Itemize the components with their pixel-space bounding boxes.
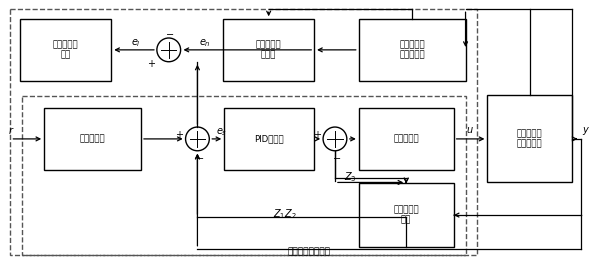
Text: $r$: $r$ <box>8 126 15 137</box>
Text: $+$: $+$ <box>175 129 184 140</box>
Text: $-$: $-$ <box>195 152 204 162</box>
FancyBboxPatch shape <box>359 183 454 247</box>
Text: 跟踪微分器: 跟踪微分器 <box>79 134 106 143</box>
Text: $+$: $+$ <box>148 58 157 69</box>
Text: 线性自抗扰
控制器: 线性自抗扰 控制器 <box>256 40 282 60</box>
FancyBboxPatch shape <box>20 19 111 81</box>
Text: $Z_3$: $Z_3$ <box>345 171 357 184</box>
Text: $Z_1Z_2$: $Z_1Z_2$ <box>273 207 296 221</box>
FancyBboxPatch shape <box>359 19 466 81</box>
Text: $-$: $-$ <box>165 28 174 38</box>
Text: $u$: $u$ <box>466 125 473 135</box>
Text: 线性自抗扰控制器: 线性自抗扰控制器 <box>288 248 331 257</box>
Text: 四旋翼无人
机标称模型: 四旋翼无人 机标称模型 <box>399 40 425 60</box>
Text: 四旋翼无人
机仿真模型: 四旋翼无人 机仿真模型 <box>517 129 543 149</box>
Text: $e_s$: $e_s$ <box>216 126 228 138</box>
FancyBboxPatch shape <box>223 19 314 81</box>
Text: $e_l$: $e_l$ <box>131 37 141 49</box>
Text: $y$: $y$ <box>582 125 591 137</box>
Text: 执行器模型: 执行器模型 <box>393 134 419 143</box>
Text: $+$: $+$ <box>313 129 321 140</box>
Text: 故障诊断观
测器: 故障诊断观 测器 <box>53 40 79 60</box>
Text: PID控制器: PID控制器 <box>254 134 284 143</box>
FancyBboxPatch shape <box>44 108 141 170</box>
FancyBboxPatch shape <box>359 108 454 170</box>
FancyBboxPatch shape <box>224 108 314 170</box>
Text: $e_n$: $e_n$ <box>199 37 211 49</box>
FancyBboxPatch shape <box>487 95 572 182</box>
Text: 线性扩张观
测器: 线性扩张观 测器 <box>393 205 419 225</box>
Text: $-$: $-$ <box>332 152 342 162</box>
